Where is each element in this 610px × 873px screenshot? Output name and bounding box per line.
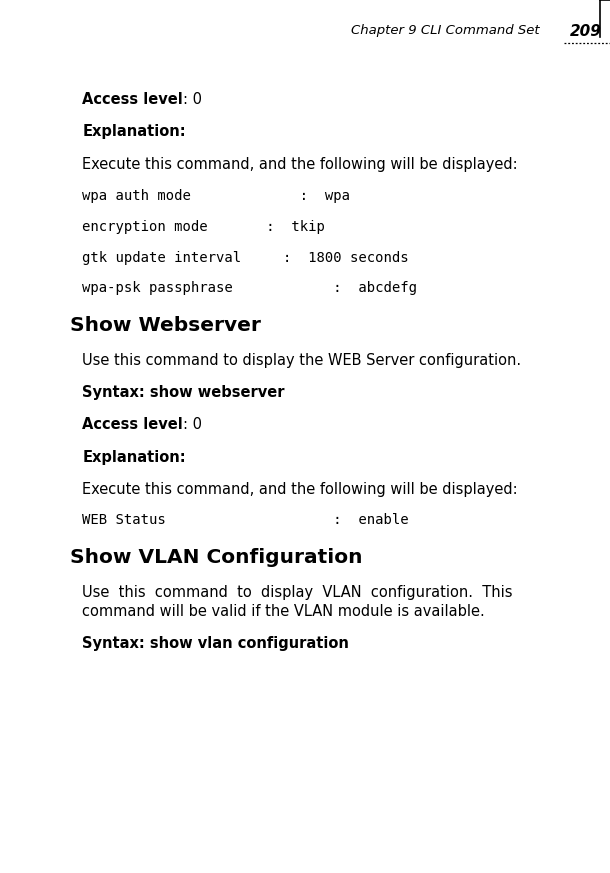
Text: Use  this  command  to  display  VLAN  configuration.  This: Use this command to display VLAN configu… <box>82 585 513 600</box>
Text: wpa auth mode             :  wpa: wpa auth mode : wpa <box>82 189 350 203</box>
Text: wpa-psk passphrase            :  abcdefg: wpa-psk passphrase : abcdefg <box>82 281 417 295</box>
Text: command will be valid if the VLAN module is available.: command will be valid if the VLAN module… <box>82 604 485 619</box>
Text: Execute this command, and the following will be displayed:: Execute this command, and the following … <box>82 157 518 172</box>
Text: Explanation:: Explanation: <box>82 124 186 139</box>
Text: Show Webserver: Show Webserver <box>70 316 261 335</box>
Text: Access level: Access level <box>82 417 183 432</box>
Text: Syntax: show vlan configuration: Syntax: show vlan configuration <box>82 636 349 651</box>
Text: 209: 209 <box>570 24 602 38</box>
Text: Use this command to display the WEB Server configuration.: Use this command to display the WEB Serv… <box>82 353 522 368</box>
Text: Show VLAN Configuration: Show VLAN Configuration <box>70 548 363 567</box>
Text: Execute this command, and the following will be displayed:: Execute this command, and the following … <box>82 482 518 497</box>
Text: : 0: : 0 <box>183 417 202 432</box>
Text: Syntax: show webserver: Syntax: show webserver <box>82 385 285 400</box>
Text: : 0: : 0 <box>183 92 202 107</box>
Text: Chapter 9 CLI Command Set: Chapter 9 CLI Command Set <box>351 24 539 37</box>
Text: encryption mode       :  tkip: encryption mode : tkip <box>82 220 325 234</box>
Text: WEB Status                    :  enable: WEB Status : enable <box>82 513 409 527</box>
Text: gtk update interval     :  1800 seconds: gtk update interval : 1800 seconds <box>82 251 409 265</box>
Text: Explanation:: Explanation: <box>82 450 186 464</box>
Text: Access level: Access level <box>82 92 183 107</box>
